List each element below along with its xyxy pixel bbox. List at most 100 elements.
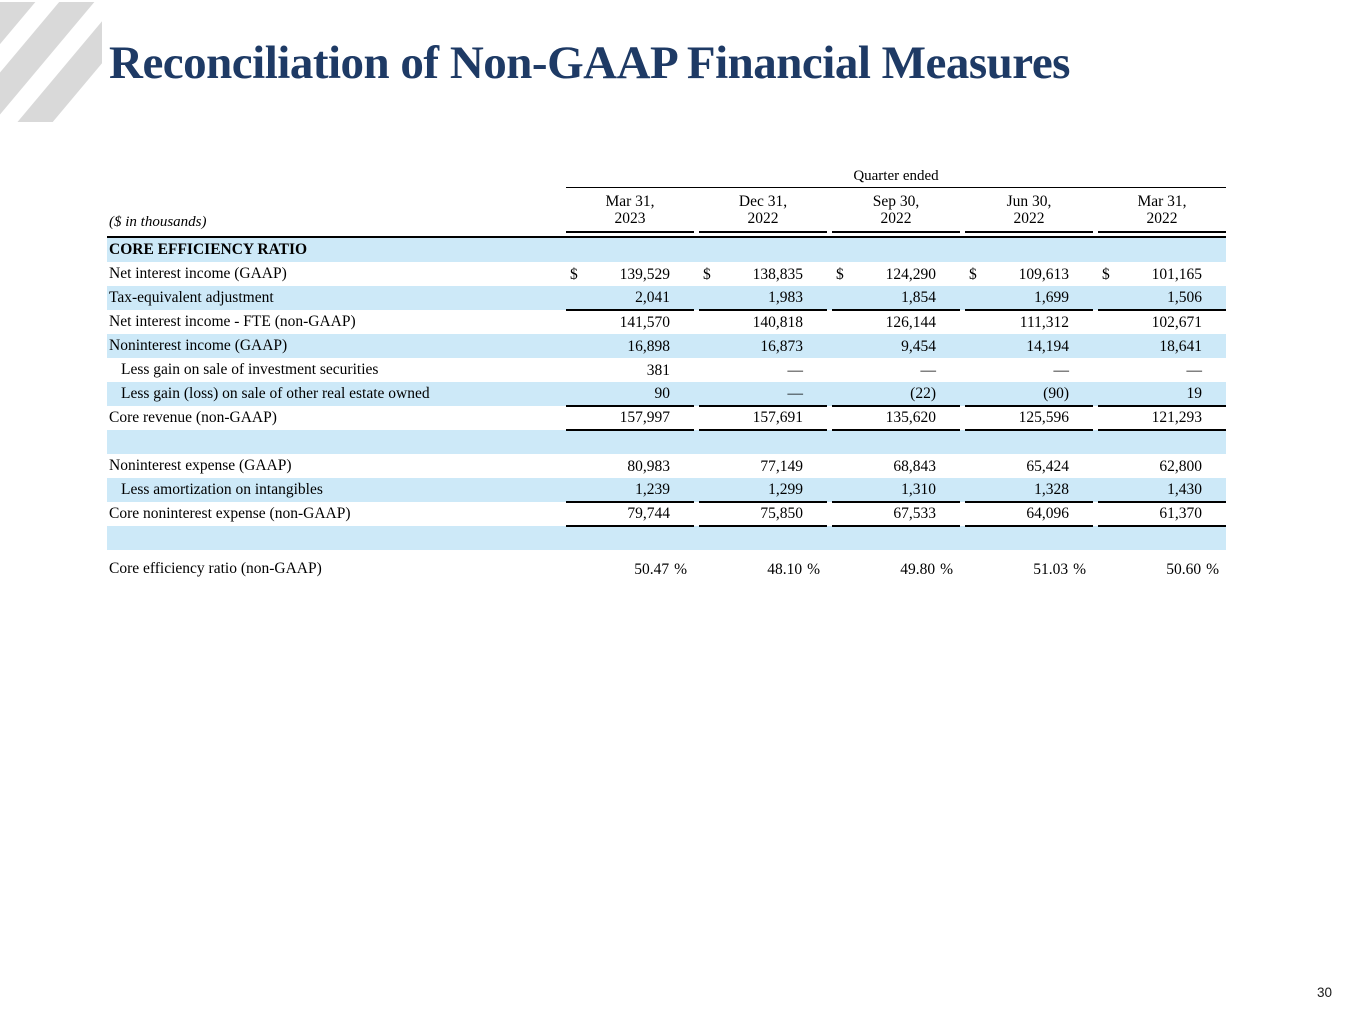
value-cell-col5 xyxy=(1098,430,1226,454)
value-cell-col1: 79,744 xyxy=(566,502,694,527)
value: 50.60 xyxy=(1166,560,1202,578)
value-cell-col1: 90 xyxy=(566,382,694,407)
value: 16,873 xyxy=(760,337,803,355)
value: 2,041 xyxy=(635,289,670,306)
row-label: Less gain on sale of investment securiti… xyxy=(121,361,379,378)
value-cell-col2: 157,691 xyxy=(699,406,827,431)
row-label xyxy=(107,526,561,550)
value-cell-col4 xyxy=(965,526,1093,550)
value: 64,096 xyxy=(1026,505,1069,522)
value-cell-col4: 111,312 xyxy=(965,310,1093,334)
table-row: Noninterest expense (GAAP) 80,983 77,149… xyxy=(107,454,1226,478)
value: 90 xyxy=(654,385,671,402)
value-cell-col2: — xyxy=(699,358,827,382)
row-label: Core noninterest expense (non-GAAP) xyxy=(109,505,351,522)
row-label: Noninterest income (GAAP) xyxy=(109,337,288,354)
group-header-row: Quarter ended xyxy=(107,168,1226,188)
value-cell-col2: $138,835 xyxy=(699,262,827,286)
value-cell-col5: 1,430 xyxy=(1098,478,1226,503)
table-row: Core efficiency ratio (non-GAAP) 50.47% … xyxy=(107,557,1226,581)
value-cell-col5: 50.60% xyxy=(1098,557,1226,581)
value: 125,596 xyxy=(1018,409,1069,426)
table-row xyxy=(107,430,1226,454)
value-cell-col1: 1,239 xyxy=(566,478,694,503)
value: 80,983 xyxy=(627,457,670,475)
column-header-sep30-2022: Sep 30, 2022 xyxy=(832,189,960,233)
value-cell-col3: $124,290 xyxy=(832,262,960,286)
row-label: Less gain (loss) on sale of other real e… xyxy=(121,385,430,402)
value: 1,430 xyxy=(1167,481,1202,498)
value: 9,454 xyxy=(901,337,936,355)
table-row xyxy=(107,526,1226,550)
value-cell-col2 xyxy=(699,238,827,262)
page-number: 30 xyxy=(1316,985,1332,1000)
quarter-ended-header: Quarter ended xyxy=(566,168,1226,188)
value: 1,983 xyxy=(768,289,803,306)
table-header: Quarter ended ($ in thousands) Mar 31, 2… xyxy=(107,168,1226,238)
value: 48.10 xyxy=(767,560,803,578)
row-label: Noninterest expense (GAAP) xyxy=(109,457,292,474)
value: — xyxy=(920,361,937,379)
value: 1,699 xyxy=(1034,289,1069,306)
value-cell-col4: 125,596 xyxy=(965,406,1093,431)
dollar-sign: $ xyxy=(570,265,578,283)
column-header-mar31-2023: Mar 31, 2023 xyxy=(566,189,694,233)
value-cell-col4: 1,328 xyxy=(965,478,1093,503)
value: 16,898 xyxy=(627,337,670,355)
value: 1,310 xyxy=(901,481,936,498)
value-cell-col1: 16,898 xyxy=(566,334,694,358)
value-cell-col3: (22) xyxy=(832,382,960,407)
value: 126,144 xyxy=(885,313,936,331)
value-cell-col3: — xyxy=(832,358,960,382)
table-row: Core noninterest expense (non-GAAP) 79,7… xyxy=(107,502,1226,527)
value: 111,312 xyxy=(1019,313,1069,331)
value-cell-col3: 135,620 xyxy=(832,406,960,431)
value: 109,613 xyxy=(1018,265,1069,283)
value-cell-col5: 19 xyxy=(1098,382,1226,407)
value: 1,506 xyxy=(1167,289,1202,306)
value: 157,997 xyxy=(619,409,670,426)
value: 67,533 xyxy=(893,505,936,522)
value-cell-col4: 65,424 xyxy=(965,454,1093,478)
value: — xyxy=(787,385,804,402)
value-cell-col3: 68,843 xyxy=(832,454,960,478)
value-cell-col5: 121,293 xyxy=(1098,406,1226,431)
value-cell-col2: 75,850 xyxy=(699,502,827,527)
dollar-sign: $ xyxy=(836,265,844,283)
value-cell-col4: $109,613 xyxy=(965,262,1093,286)
column-header-jun30-2022: Jun 30, 2022 xyxy=(965,189,1093,233)
value-cell-col4: 51.03% xyxy=(965,557,1093,581)
value: 102,671 xyxy=(1151,313,1202,331)
value: (22) xyxy=(910,385,936,402)
value-cell-col5 xyxy=(1098,526,1226,550)
value-cell-col5: 102,671 xyxy=(1098,310,1226,334)
value-cell-col5: 1,506 xyxy=(1098,286,1226,311)
percent-sign: % xyxy=(940,560,953,578)
row-label: Tax-equivalent adjustment xyxy=(109,289,274,306)
value: 51.03 xyxy=(1033,560,1069,578)
units-note: ($ in thousands) xyxy=(109,214,207,230)
value-cell-col5: 61,370 xyxy=(1098,502,1226,527)
value-cell-col5: 18,641 xyxy=(1098,334,1226,358)
value-cell-col4: 14,194 xyxy=(965,334,1093,358)
row-label: Core efficiency ratio (non-GAAP) xyxy=(109,560,322,577)
value: 1,854 xyxy=(901,289,936,306)
value: (90) xyxy=(1043,385,1069,402)
value: 1,239 xyxy=(635,481,670,498)
value-cell-col3 xyxy=(832,526,960,550)
value: 138,835 xyxy=(752,265,803,283)
empty-corner-cell xyxy=(107,168,561,188)
value: 1,328 xyxy=(1034,481,1069,498)
row-label: Core revenue (non-GAAP) xyxy=(109,409,277,426)
value: 121,293 xyxy=(1151,409,1202,426)
table-body: CORE EFFICIENCY RATIO Net interest incom… xyxy=(107,238,1226,581)
value-cell-col1: $139,529 xyxy=(566,262,694,286)
table-row: Net interest income (GAAP) $139,529 $138… xyxy=(107,262,1226,286)
value-cell-col5 xyxy=(1098,238,1226,262)
value: — xyxy=(1186,361,1203,379)
column-header-dec31-2022: Dec 31, 2022 xyxy=(699,189,827,233)
value-cell-col1: 381 xyxy=(566,358,694,382)
value-cell-col5: 62,800 xyxy=(1098,454,1226,478)
row-label: Net interest income (GAAP) xyxy=(109,265,287,282)
value-cell-col1: 80,983 xyxy=(566,454,694,478)
